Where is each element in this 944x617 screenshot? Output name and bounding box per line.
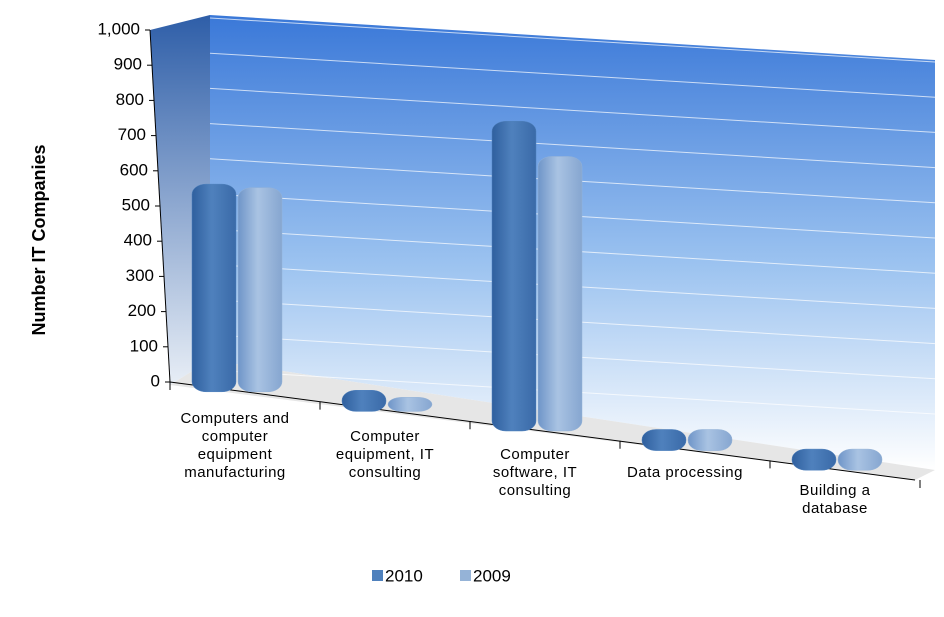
y-tick-label: 100 xyxy=(130,336,158,355)
y-tick-label: 200 xyxy=(128,301,156,320)
y-tick-label: 600 xyxy=(120,160,148,179)
y-tick-label: 500 xyxy=(122,195,150,214)
bar xyxy=(837,448,883,471)
bar xyxy=(491,120,537,432)
x-tick-label: Computers and computer equipment manufac… xyxy=(180,410,290,481)
y-tick-label: 800 xyxy=(116,90,144,109)
legend-swatch xyxy=(372,570,383,581)
bar xyxy=(687,429,733,451)
x-axis xyxy=(169,381,916,481)
grid-line xyxy=(209,52,936,98)
legend-swatch xyxy=(460,570,471,581)
legend-label: 2009 xyxy=(473,566,511,585)
bar xyxy=(537,156,583,432)
bar xyxy=(237,187,283,393)
bar xyxy=(387,397,433,412)
y-tick-label: 700 xyxy=(118,125,146,144)
bar xyxy=(641,429,687,451)
bar xyxy=(341,390,387,412)
x-tick-label: Building a database xyxy=(799,482,871,517)
bar xyxy=(191,183,237,393)
grid-line xyxy=(209,87,936,133)
legend-label: 2010 xyxy=(385,566,423,585)
y-tick-label: 400 xyxy=(124,231,152,250)
bar xyxy=(791,448,837,471)
x-tick-label: Computer equipment, IT consulting xyxy=(335,428,435,481)
y-tick-label: 1,000 xyxy=(97,19,140,38)
y-tick-label: 0 xyxy=(151,371,160,390)
grid-line xyxy=(209,123,936,169)
y-tick-label: 300 xyxy=(126,266,154,285)
x-tick-label: Data processing xyxy=(627,464,743,481)
x-tick-label: Computer software, IT consulting xyxy=(492,446,578,499)
y-tick-label: 900 xyxy=(114,55,142,74)
grid-line xyxy=(209,17,936,63)
y-axis-label: Number IT Companies xyxy=(29,144,49,335)
